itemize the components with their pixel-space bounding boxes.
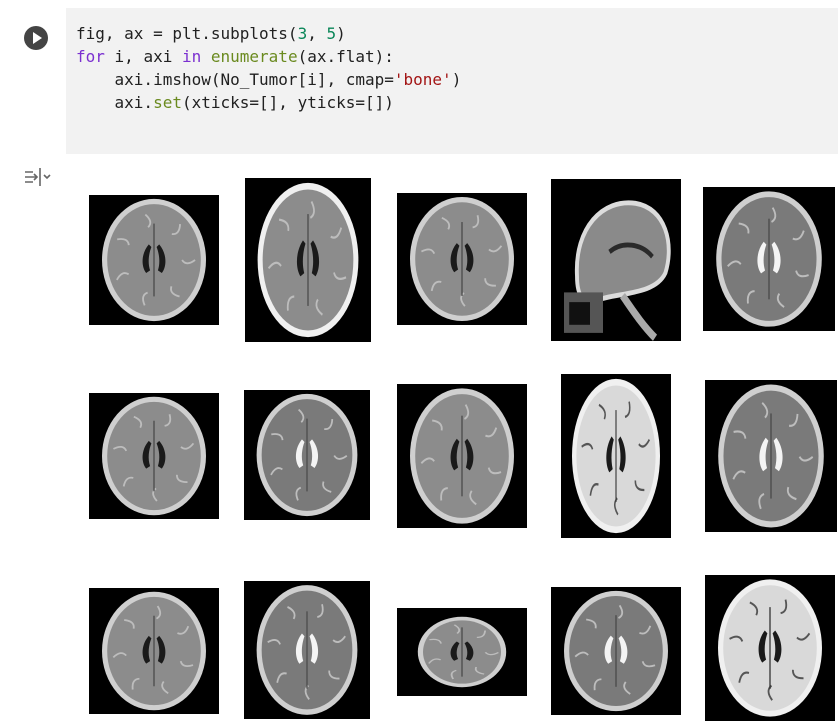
code-token: enumerate xyxy=(210,47,298,66)
mri-image xyxy=(417,616,507,688)
mri-image xyxy=(410,388,514,524)
mri-image xyxy=(572,378,660,534)
mri-subplot xyxy=(89,195,219,325)
mri-image xyxy=(564,200,671,341)
mri-image xyxy=(102,396,206,516)
mri-subplot xyxy=(551,587,681,715)
mri-subplot xyxy=(89,588,219,714)
code-token: 5 xyxy=(326,24,337,43)
code-line: for i, axi in enumerate(ax.flat): xyxy=(76,47,394,66)
code-line: axi.imshow(No_Tumor[i], cmap='bone') xyxy=(76,70,462,89)
code-token: 'bone' xyxy=(393,70,452,89)
code-token: ) xyxy=(336,24,346,43)
mri-image xyxy=(257,182,359,338)
mri-subplot xyxy=(245,178,371,342)
code-token: i, axi xyxy=(104,47,182,66)
code-token: for xyxy=(76,47,105,66)
code-token: 3 xyxy=(297,24,308,43)
play-icon xyxy=(33,32,42,44)
code-token: (xticks=[], yticks=[]) xyxy=(181,93,394,112)
mri-image xyxy=(102,198,206,322)
code-line: axi.set(xticks=[], yticks=[]) xyxy=(76,93,394,112)
code-line: fig, ax = plt.subplots(3, 5) xyxy=(76,24,346,43)
code-token: set xyxy=(153,93,182,112)
mri-subplot xyxy=(244,390,370,520)
mri-subplot xyxy=(703,187,835,331)
mri-image xyxy=(718,579,822,717)
mri-image xyxy=(102,591,206,711)
code-token: ) xyxy=(451,70,462,89)
code-token: (ax.flat): xyxy=(297,47,394,66)
mri-subplot xyxy=(397,608,527,696)
code-token: axi.imshow(No_Tumor[i], cmap= xyxy=(76,70,394,89)
code-token: fig, ax = plt.subplots( xyxy=(76,24,298,43)
code-editor[interactable]: fig, ax = plt.subplots(3, 5) for i, axi … xyxy=(66,8,838,154)
mri-image xyxy=(256,393,358,517)
code-token: axi. xyxy=(76,93,154,112)
code-token: , xyxy=(307,24,327,43)
mri-image xyxy=(564,590,668,712)
mri-subplot xyxy=(89,393,219,519)
mri-image xyxy=(256,585,358,715)
code-token: in xyxy=(181,47,202,66)
mri-subplot xyxy=(705,380,837,532)
mri-subplot xyxy=(397,193,527,325)
mri-image xyxy=(410,196,514,322)
code-text: fig, ax = plt.subplots(3, 5) for i, axi … xyxy=(66,8,838,114)
mri-subplot xyxy=(561,374,671,538)
mri-image xyxy=(718,384,824,528)
run-cell-button[interactable] xyxy=(24,26,48,50)
mri-image xyxy=(716,191,822,327)
code-token xyxy=(201,47,211,66)
code-cell[interactable]: fig, ax = plt.subplots(3, 5) for i, axi … xyxy=(14,8,838,154)
cell-gutter xyxy=(14,8,66,154)
mri-subplot xyxy=(397,384,527,528)
mri-subplot xyxy=(551,179,681,341)
output-collapse-icon[interactable] xyxy=(22,164,54,190)
mri-subplot xyxy=(705,575,835,721)
mri-subplot xyxy=(244,581,370,719)
